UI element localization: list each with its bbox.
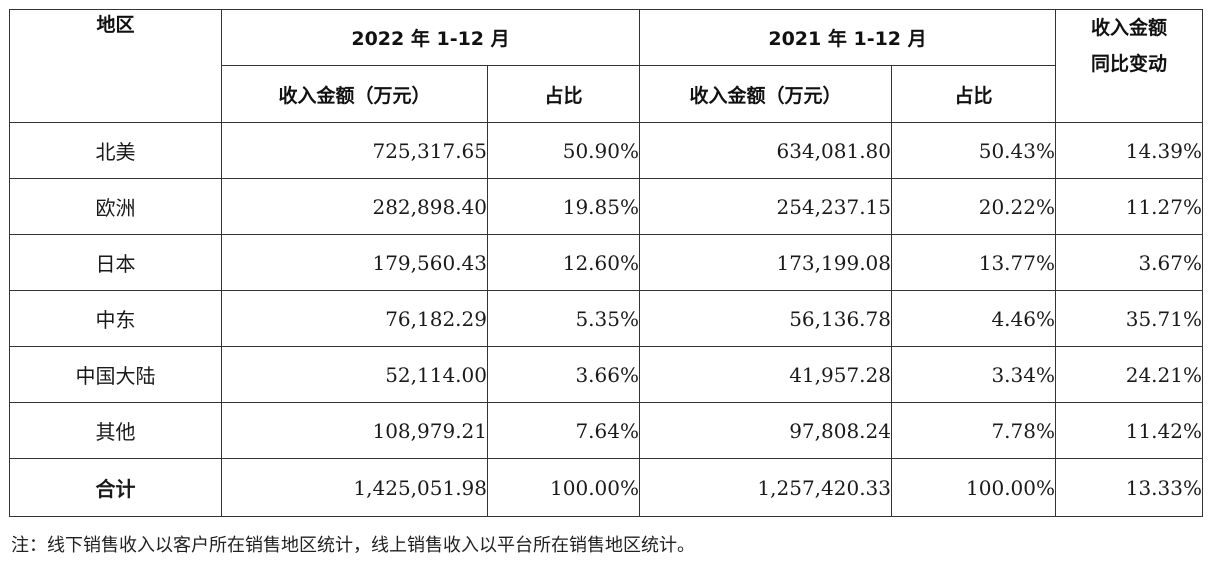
header-row-sub: 收入金额（万元） 占比 收入金额（万元） 占比 (10, 65, 1203, 123)
cell-region: 北美 (9, 122, 222, 179)
cell-share-2021: 20.22% (891, 178, 1056, 235)
cell-share-2022: 50.90% (487, 122, 640, 179)
cell-revenue-2021: 254,237.15 (639, 178, 892, 235)
header-revenue-2022: 收入金额（万元） (221, 65, 488, 123)
cell-total-share-2021: 100.00% (891, 458, 1056, 517)
cell-region: 中东 (9, 290, 222, 347)
cell-total-revenue-2022: 1,425,051.98 (221, 458, 488, 517)
table-row: 其他 108,979.21 7.64% 97,808.24 7.78% 11.4… (9, 402, 1203, 459)
cell-revenue-2021: 56,136.78 (639, 290, 892, 347)
cell-revenue-2022: 179,560.43 (221, 234, 488, 291)
cell-region: 中国大陆 (9, 346, 222, 403)
cell-revenue-2021: 41,957.28 (639, 346, 892, 403)
cell-yoy-change: 24.21% (1055, 346, 1203, 403)
cell-yoy-change: 35.71% (1055, 290, 1203, 347)
header-yoy-change-line2: 同比变动 (1090, 53, 1167, 75)
cell-revenue-2022: 725,317.65 (221, 122, 488, 179)
header-year-2021: 2021 年 1-12 月 (639, 9, 1056, 66)
cell-share-2021: 50.43% (891, 122, 1056, 179)
header-region: 地区 (9, 9, 222, 123)
cell-total-revenue-2021: 1,257,420.33 (639, 458, 892, 517)
cell-share-2022: 19.85% (487, 178, 640, 235)
cell-revenue-2021: 634,081.80 (639, 122, 892, 179)
cell-share-2022: 3.66% (487, 346, 640, 403)
cell-yoy-change: 11.42% (1055, 402, 1203, 459)
table-row: 日本 179,560.43 12.60% 173,199.08 13.77% 3… (9, 234, 1203, 291)
table-row: 欧洲 282,898.40 19.85% 254,237.15 20.22% 1… (9, 178, 1203, 235)
header-share-2022: 占比 (487, 65, 640, 123)
cell-revenue-2021: 97,808.24 (639, 402, 892, 459)
cell-revenue-2021: 173,199.08 (639, 234, 892, 291)
cell-revenue-2022: 282,898.40 (221, 178, 488, 235)
header-year-2022: 2022 年 1-12 月 (221, 9, 640, 66)
header-yoy-change: 收入金额 同比变动 (1055, 9, 1203, 123)
cell-yoy-change: 14.39% (1055, 122, 1203, 179)
cell-share-2022: 5.35% (487, 290, 640, 347)
cell-share-2021: 4.46% (891, 290, 1056, 347)
cell-total-yoy-change: 13.33% (1055, 458, 1203, 517)
cell-region: 欧洲 (9, 178, 222, 235)
cell-revenue-2022: 76,182.29 (221, 290, 488, 347)
cell-region: 其他 (9, 402, 222, 459)
cell-share-2022: 7.64% (487, 402, 640, 459)
table-row: 中国大陆 52,114.00 3.66% 41,957.28 3.34% 24.… (9, 346, 1203, 403)
header-revenue-2021: 收入金额（万元） (639, 65, 892, 123)
cell-share-2021: 3.34% (891, 346, 1056, 403)
table-row: 北美 725,317.65 50.90% 634,081.80 50.43% 1… (9, 122, 1203, 179)
cell-yoy-change: 3.67% (1055, 234, 1203, 291)
header-row-top: 地区 2022 年 1-12 月 2021 年 1-12 月 收入金额 同比变动 (9, 9, 1203, 123)
cell-revenue-2022: 52,114.00 (221, 346, 488, 403)
cell-region: 日本 (9, 234, 222, 291)
cell-share-2021: 7.78% (891, 402, 1056, 459)
cell-share-2021: 13.77% (891, 234, 1056, 291)
footnote: 注：线下销售收入以客户所在销售地区统计，线上销售收入以平台所在销售地区统计。 (11, 535, 695, 556)
cell-revenue-2022: 108,979.21 (221, 402, 488, 459)
revenue-by-region-table: 地区 2022 年 1-12 月 2021 年 1-12 月 收入金额 同比变动… (9, 9, 1203, 517)
header-yoy-change-line1: 收入金额 (1090, 17, 1167, 39)
cell-total-share-2022: 100.00% (487, 458, 640, 517)
table-row: 中东 76,182.29 5.35% 56,136.78 4.46% 35.71… (9, 290, 1203, 347)
header-share-2021: 占比 (891, 65, 1056, 123)
total-row: 合计 1,425,051.98 100.00% 1,257,420.33 100… (9, 458, 1203, 517)
cell-total-label: 合计 (9, 458, 222, 517)
cell-yoy-change: 11.27% (1055, 178, 1203, 235)
cell-share-2022: 12.60% (487, 234, 640, 291)
